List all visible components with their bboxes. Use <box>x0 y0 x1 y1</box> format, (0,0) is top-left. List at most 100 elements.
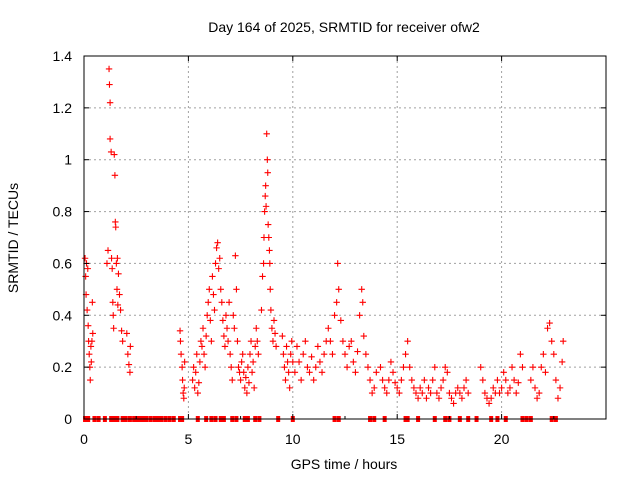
x-axis-label: GPS time / hours <box>291 456 398 472</box>
data-point <box>550 350 557 358</box>
data-point <box>241 384 248 392</box>
data-point <box>481 389 489 397</box>
data-point <box>283 343 290 350</box>
data-point <box>504 389 512 397</box>
data-point <box>177 350 185 358</box>
data-point <box>246 350 254 358</box>
ticks <box>83 55 606 420</box>
data-point <box>245 379 253 386</box>
data-point <box>538 363 545 371</box>
data-point <box>192 369 199 376</box>
data-point <box>117 306 124 314</box>
data-point <box>331 312 338 319</box>
data-point <box>548 338 555 345</box>
data-point <box>554 395 562 402</box>
data-point <box>261 208 268 215</box>
data-point <box>233 286 240 293</box>
x-tick-labels: 0 5 10 15 20 <box>80 431 509 447</box>
data-point <box>556 384 564 392</box>
data-point <box>253 325 260 332</box>
data-point <box>379 376 386 384</box>
data-point <box>178 363 186 371</box>
data-point <box>496 389 503 397</box>
data-point <box>510 376 518 384</box>
data-point <box>180 395 188 402</box>
data-point <box>350 358 357 366</box>
data-point <box>416 384 424 392</box>
data-point <box>286 384 293 392</box>
data-point <box>381 384 388 392</box>
data-point <box>383 389 390 397</box>
data-point <box>377 363 384 371</box>
data-point <box>356 312 363 319</box>
data-point <box>280 350 287 358</box>
data-point <box>271 330 279 337</box>
data-point <box>500 369 507 376</box>
data-point <box>248 369 256 376</box>
data-point <box>334 260 341 267</box>
data-point <box>546 319 553 327</box>
data-point <box>427 389 434 397</box>
data-point <box>86 350 93 358</box>
data-point <box>412 389 420 397</box>
data-point <box>207 317 214 324</box>
data-point <box>196 358 204 366</box>
data-point <box>316 358 324 366</box>
data-point <box>114 301 122 309</box>
data-point <box>228 363 235 371</box>
data-point <box>325 325 332 332</box>
y-tick-label: 0.8 <box>53 204 73 220</box>
data-point <box>419 389 426 397</box>
data-point <box>205 299 212 306</box>
data-point <box>190 363 197 371</box>
data-point <box>229 376 236 384</box>
data-point <box>335 286 342 293</box>
data-point <box>179 389 187 397</box>
data-point <box>402 350 409 358</box>
data-point <box>270 317 278 324</box>
data-point <box>300 350 307 358</box>
data-point <box>358 286 365 293</box>
data-point <box>329 350 336 358</box>
data-point <box>193 350 200 358</box>
data-point <box>195 379 203 386</box>
data-point <box>87 376 94 384</box>
data-point <box>88 338 96 345</box>
data-point <box>366 376 374 384</box>
data-point <box>542 369 549 376</box>
data-point <box>84 322 92 329</box>
data-point <box>237 376 244 384</box>
data-point <box>215 265 222 272</box>
data-point <box>406 363 413 371</box>
data-point <box>429 376 436 384</box>
data-point <box>126 369 134 376</box>
data-point <box>239 350 246 358</box>
data-point <box>115 270 122 277</box>
data-point <box>231 325 238 332</box>
x-tick-label: 5 <box>185 431 193 447</box>
data-point <box>82 273 89 280</box>
data-point <box>272 343 280 350</box>
data-point <box>222 312 230 319</box>
y-tick-label: 0.2 <box>53 359 73 375</box>
data-point <box>267 286 274 293</box>
data-point <box>517 350 524 358</box>
data-point <box>235 363 242 371</box>
data-point <box>439 376 447 384</box>
data-point <box>389 369 397 376</box>
data-point <box>87 343 95 350</box>
data-point <box>202 332 210 340</box>
data-point <box>398 376 405 384</box>
data-point <box>214 239 221 246</box>
data-point <box>320 350 328 358</box>
data-point <box>508 363 516 371</box>
data-point <box>396 389 403 397</box>
data-point <box>113 260 120 267</box>
data-point <box>179 376 186 384</box>
data-point <box>216 255 223 262</box>
chart-title: Day 164 of 2025, SRMTID for receiver ofw… <box>208 19 480 35</box>
data-point <box>267 306 275 314</box>
data-point <box>262 192 269 200</box>
data-point <box>442 363 449 371</box>
data-point <box>433 389 441 397</box>
